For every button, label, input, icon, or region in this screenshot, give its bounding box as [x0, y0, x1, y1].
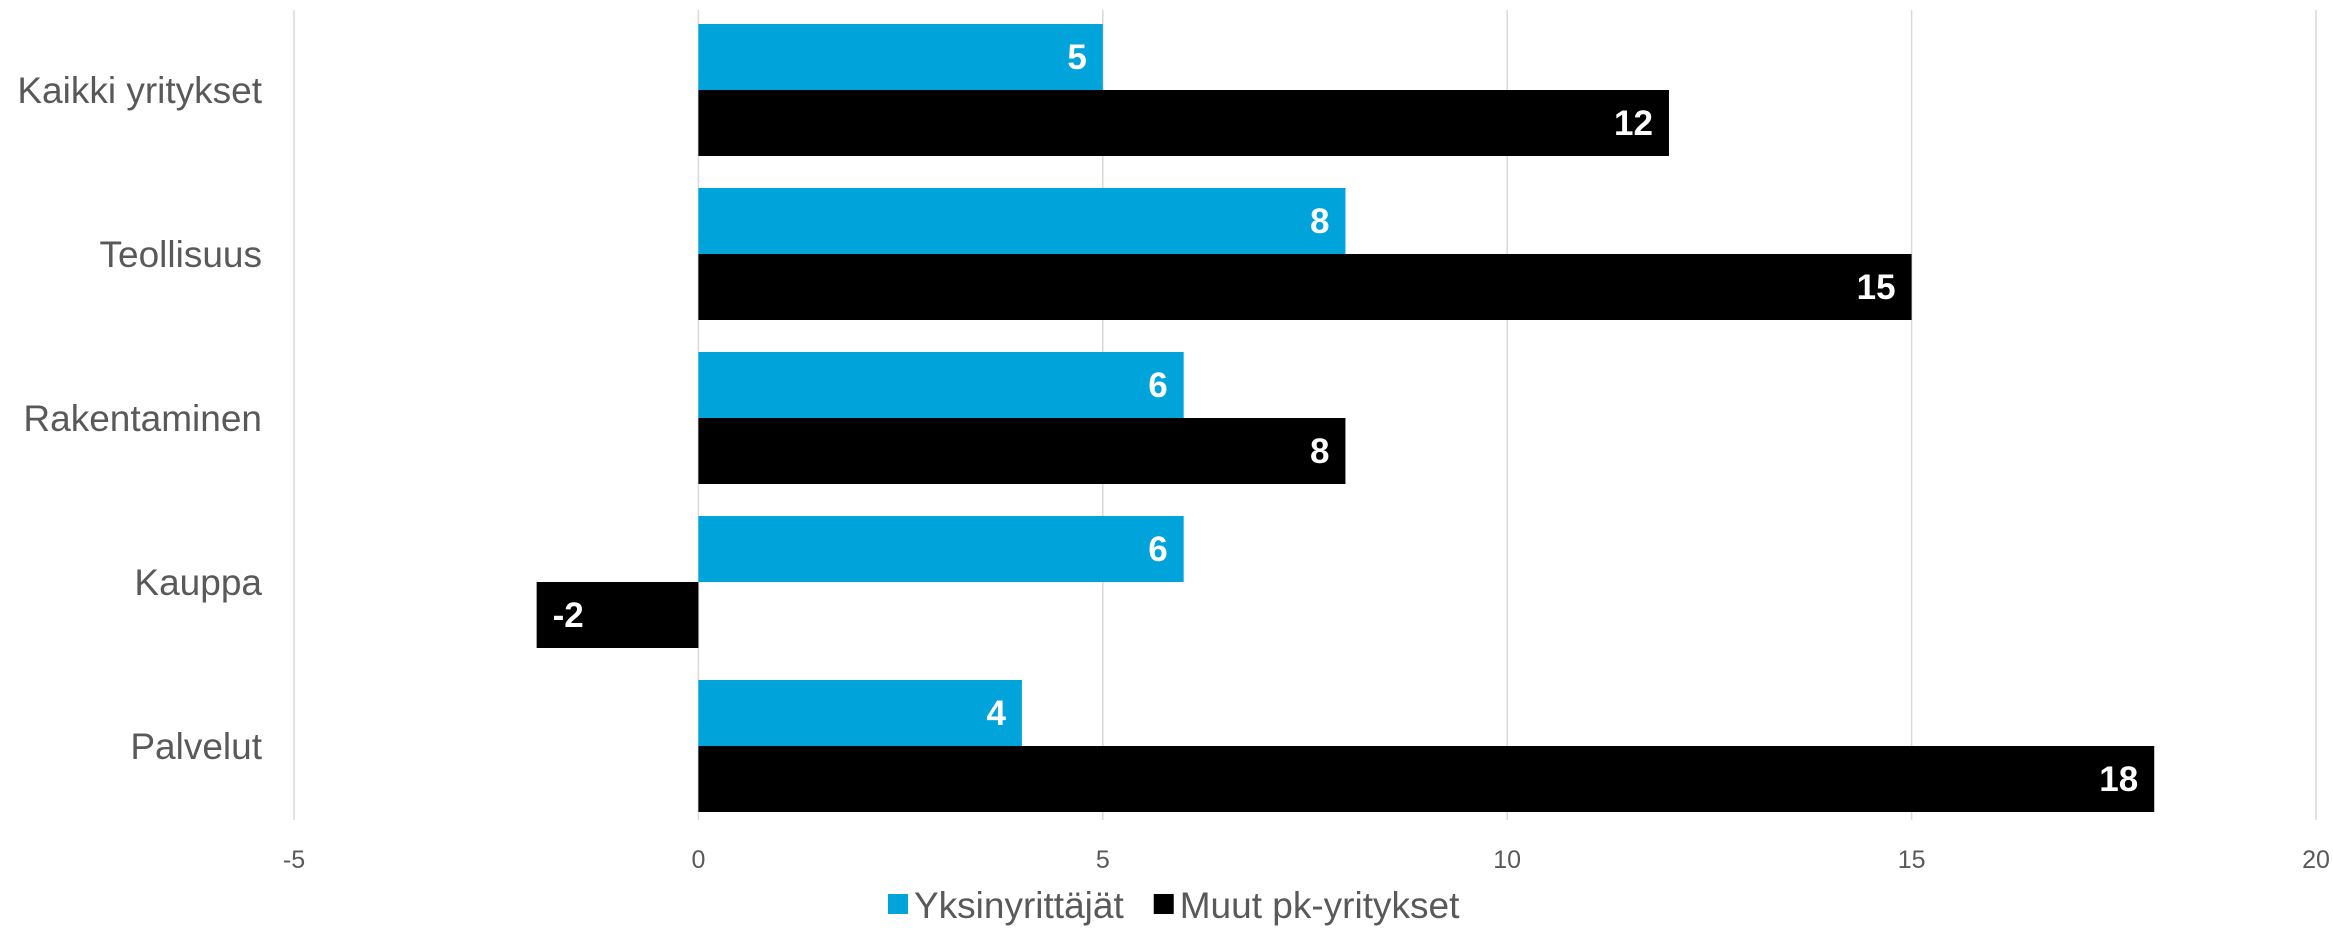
bar-muut-pk-yritykset — [536, 582, 699, 648]
x-tick-label: 0 — [691, 846, 705, 874]
category-label: Teollisuus — [100, 234, 262, 275]
category-label: Palvelut — [130, 726, 262, 767]
category-label: Kauppa — [134, 562, 262, 603]
x-tick-label: 5 — [1096, 846, 1110, 874]
bar-yksinyrittajat — [698, 24, 1103, 90]
data-label: 6 — [1148, 530, 1167, 569]
legend: Yksinyrittäjät Muut pk-yritykset — [888, 885, 1460, 926]
legend-label-muut-pk-yritykset: Muut pk-yritykset — [1180, 885, 1460, 926]
data-label: 4 — [986, 694, 1006, 733]
bar-yksinyrittajat — [698, 188, 1346, 254]
bar-muut-pk-yritykset — [698, 90, 1669, 156]
data-label: 18 — [2099, 760, 2138, 799]
data-label: 8 — [1310, 202, 1329, 241]
legend-swatch-muut-pk-yritykset — [1153, 894, 1174, 914]
data-label: 6 — [1148, 366, 1167, 405]
bar-yksinyrittajat — [698, 352, 1184, 418]
bar-yksinyrittajat — [698, 680, 1022, 746]
bar-muut-pk-yritykset — [698, 746, 2155, 812]
data-label: -2 — [553, 596, 584, 635]
category-label: Kaikki yritykset — [17, 70, 262, 111]
data-label: 15 — [1857, 268, 1896, 307]
bars-layer — [536, 24, 2155, 812]
category-label: Rakentaminen — [23, 398, 262, 439]
data-label: 8 — [1310, 432, 1329, 471]
legend-swatch-yksinyrittajat — [888, 894, 908, 914]
data-label: 12 — [1614, 104, 1653, 143]
x-tick-label: 20 — [2302, 846, 2330, 874]
x-tick-label: 10 — [1493, 846, 1521, 874]
labels-layer: -5 0 5 10 15 20 Kaikki yritykset 5 12 Teollisuus 8… — [17, 38, 2330, 874]
x-tick-label: 15 — [1898, 846, 1926, 874]
legend-label-yksinyrittajat: Yksinyrittäjät — [914, 885, 1124, 926]
data-label: 5 — [1067, 38, 1086, 77]
bar-muut-pk-yritykset — [698, 254, 1912, 320]
x-tick-label: -5 — [283, 846, 305, 874]
bar-muut-pk-yritykset — [698, 418, 1346, 484]
bar-yksinyrittajat — [698, 516, 1184, 582]
